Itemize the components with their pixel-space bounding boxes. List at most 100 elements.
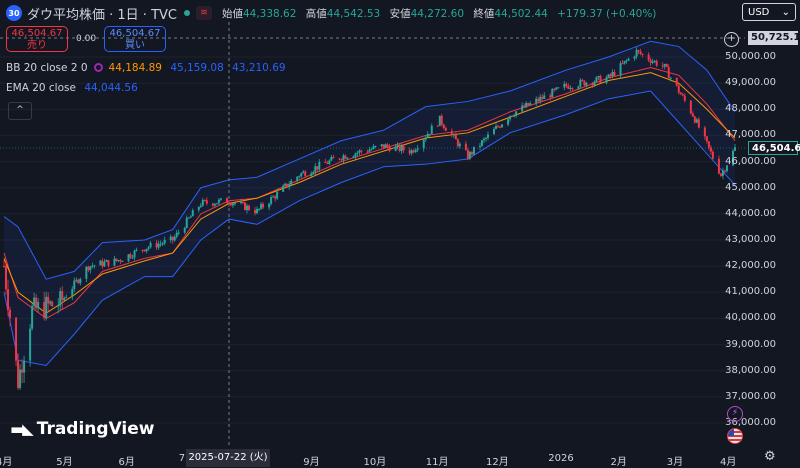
candle-body bbox=[21, 369, 24, 373]
add-alert-plus-icon[interactable]: + bbox=[724, 32, 739, 47]
candle-body bbox=[609, 74, 612, 76]
price-axis-label: 45,000.00 bbox=[725, 181, 776, 193]
candle-body bbox=[707, 141, 710, 148]
candle-body bbox=[555, 87, 558, 90]
candle-body bbox=[288, 184, 291, 188]
bb-band-fill bbox=[4, 41, 735, 366]
bb-upper-value: 45,159.08 bbox=[170, 62, 224, 74]
price-axis-label: 48,000.00 bbox=[725, 103, 776, 115]
open-value: 44,338.62 bbox=[242, 7, 297, 20]
buy-button[interactable]: 46,504.67 買い bbox=[104, 26, 166, 52]
candle-body bbox=[225, 198, 228, 204]
candle-body bbox=[352, 156, 355, 158]
time-axis-label: 3月 bbox=[666, 457, 684, 468]
candle-body bbox=[324, 161, 327, 163]
candle-body bbox=[187, 217, 190, 219]
candle-body bbox=[177, 232, 180, 234]
candle-body bbox=[61, 291, 64, 301]
market-status-icon[interactable]: ≋ bbox=[195, 6, 212, 20]
candle-body bbox=[31, 306, 34, 329]
logo-text: TradingView bbox=[36, 419, 155, 439]
candle-body bbox=[442, 124, 445, 129]
candle-body bbox=[127, 254, 130, 262]
candle-body bbox=[19, 369, 22, 388]
candle-body bbox=[633, 56, 636, 59]
candle-body bbox=[651, 61, 654, 63]
candle-body bbox=[342, 155, 345, 160]
candle-body bbox=[581, 79, 584, 81]
us-flag-icon[interactable] bbox=[727, 428, 743, 444]
price-axis-label: 36,000.00 bbox=[725, 417, 776, 428]
candle-body bbox=[426, 134, 429, 138]
candle-body bbox=[693, 116, 696, 123]
candle-body bbox=[509, 115, 512, 120]
lightning-icon[interactable]: ⚡ bbox=[727, 406, 743, 422]
candle-body bbox=[262, 204, 265, 208]
candle-body bbox=[157, 243, 160, 248]
collapse-legend-button[interactable]: ^ bbox=[8, 102, 32, 120]
candle-body bbox=[5, 266, 8, 290]
candle-body bbox=[332, 157, 335, 159]
candle-body bbox=[493, 128, 496, 135]
candle-body bbox=[23, 360, 26, 373]
candle-body bbox=[37, 301, 40, 309]
candle-body bbox=[161, 243, 164, 245]
candle-body bbox=[59, 291, 62, 306]
price-axis-label: 39,000.00 bbox=[725, 338, 776, 350]
candle-body bbox=[260, 204, 263, 209]
candle-body bbox=[529, 103, 532, 106]
currency-select[interactable]: USD ⌄ bbox=[742, 3, 796, 21]
ema-legend[interactable]: EMA 20 close 44,044.56 bbox=[6, 82, 138, 94]
ema-name: EMA 20 close bbox=[6, 82, 76, 94]
candle-body bbox=[717, 158, 720, 174]
time-axis-label: 10月 bbox=[363, 457, 387, 468]
candle-body bbox=[450, 130, 453, 135]
candle-body bbox=[159, 243, 162, 245]
candle-body bbox=[73, 280, 76, 289]
time-axis-label: 2月 bbox=[610, 457, 627, 468]
price-axis-label: 42,000.00 bbox=[725, 260, 776, 272]
candle-body bbox=[414, 149, 417, 153]
candle-body bbox=[45, 296, 48, 318]
candle-body bbox=[372, 146, 375, 149]
candle-body bbox=[613, 72, 616, 76]
candle-body bbox=[328, 160, 331, 164]
candle-body bbox=[75, 279, 78, 281]
candle-body bbox=[99, 260, 102, 266]
candle-body bbox=[268, 203, 271, 208]
candle-body bbox=[525, 102, 528, 108]
candle-body bbox=[577, 86, 580, 89]
candle-body bbox=[470, 151, 473, 155]
candle-body bbox=[374, 146, 377, 148]
tradingview-logo[interactable]: ▬◣ TradingView bbox=[10, 419, 155, 439]
candle-body bbox=[382, 144, 385, 148]
bb-legend[interactable]: BB 20 close 2 0 44,184.89 45,159.08 43,21… bbox=[6, 62, 286, 74]
candle-body bbox=[541, 97, 544, 99]
symbol-badge[interactable]: 30 bbox=[6, 5, 22, 21]
candle-body bbox=[527, 102, 530, 106]
candle-body bbox=[163, 239, 166, 244]
candle-body bbox=[344, 155, 347, 159]
candle-body bbox=[734, 147, 736, 151]
candle-body bbox=[370, 148, 373, 150]
candle-body bbox=[298, 176, 301, 178]
candle-body bbox=[43, 301, 46, 318]
candle-body bbox=[513, 115, 516, 117]
sell-button[interactable]: 46,504.67 売り bbox=[6, 26, 68, 52]
symbol-title[interactable]: ダウ平均株価 · 1日 · TVC bbox=[27, 7, 177, 23]
candle-body bbox=[725, 165, 728, 172]
candle-body bbox=[77, 279, 80, 284]
candle-body bbox=[89, 266, 92, 271]
candle-body bbox=[480, 140, 483, 146]
gear-icon[interactable]: ⚙ bbox=[764, 449, 776, 464]
candle-body bbox=[79, 278, 82, 284]
candle-body bbox=[276, 191, 279, 199]
candle-body bbox=[63, 297, 66, 301]
candle-body bbox=[205, 200, 208, 204]
candle-body bbox=[438, 115, 441, 126]
candle-body bbox=[619, 63, 622, 76]
candle-body bbox=[171, 236, 174, 241]
loading-spinner-icon bbox=[93, 63, 103, 72]
price-axis-label: 37,000.00 bbox=[725, 390, 776, 402]
